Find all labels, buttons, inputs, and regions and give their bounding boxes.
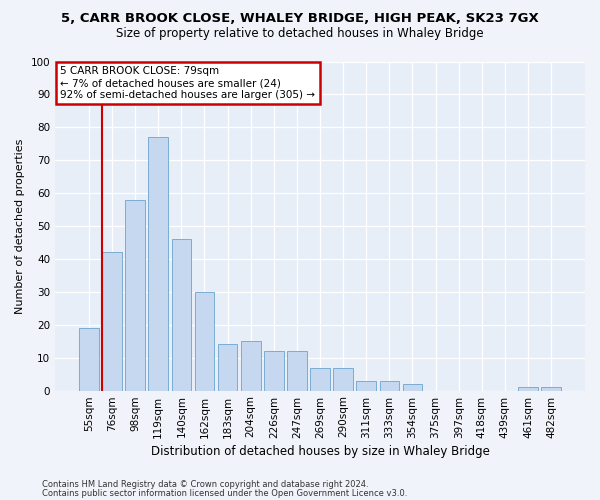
Bar [125, 200, 145, 390]
Bar [403, 384, 422, 390]
Bar [356, 380, 376, 390]
Text: Size of property relative to detached houses in Whaley Bridge: Size of property relative to detached ho… [116, 28, 484, 40]
Text: Contains public sector information licensed under the Open Government Licence v3: Contains public sector information licen… [42, 489, 407, 498]
Bar [194, 292, 214, 390]
Bar [264, 351, 284, 391]
Bar [380, 380, 399, 390]
Bar [241, 341, 260, 390]
Bar [310, 368, 330, 390]
Y-axis label: Number of detached properties: Number of detached properties [15, 138, 25, 314]
Bar [148, 137, 168, 390]
Text: 5, CARR BROOK CLOSE, WHALEY BRIDGE, HIGH PEAK, SK23 7GX: 5, CARR BROOK CLOSE, WHALEY BRIDGE, HIGH… [61, 12, 539, 26]
Bar [172, 239, 191, 390]
Bar [541, 388, 561, 390]
Text: Contains HM Land Registry data © Crown copyright and database right 2024.: Contains HM Land Registry data © Crown c… [42, 480, 368, 489]
Text: 5 CARR BROOK CLOSE: 79sqm
← 7% of detached houses are smaller (24)
92% of semi-d: 5 CARR BROOK CLOSE: 79sqm ← 7% of detach… [61, 66, 316, 100]
Bar [102, 252, 122, 390]
Bar [79, 328, 99, 390]
Bar [218, 344, 238, 391]
Bar [334, 368, 353, 390]
X-axis label: Distribution of detached houses by size in Whaley Bridge: Distribution of detached houses by size … [151, 444, 490, 458]
Bar [518, 388, 538, 390]
Bar [287, 351, 307, 391]
